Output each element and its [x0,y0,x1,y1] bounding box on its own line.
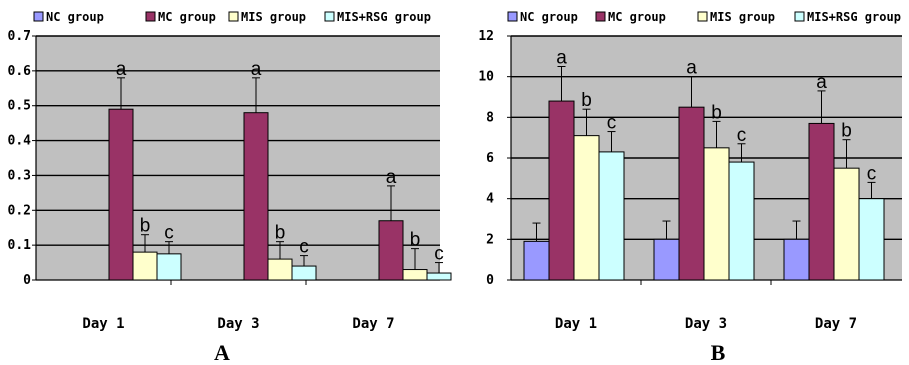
significance-label: b [711,102,722,123]
legend-swatch [324,11,335,22]
legend-label: MC group [158,10,216,24]
x-tick-label: Day 7 [352,316,394,332]
legend-label: MIS+RSG group [337,10,431,24]
bar [833,167,860,281]
significance-label: b [275,223,286,244]
bar [243,112,269,281]
bar [523,240,550,281]
bar [291,265,317,281]
legend-label: MIS+RSG group [807,10,901,24]
bar [703,147,730,281]
significance-label: c [607,113,617,134]
bar [132,251,158,281]
legend-label: MIS group [241,10,306,24]
bar [783,238,810,281]
x-tick-label: Day 1 [555,316,597,332]
y-tick-label: 0.5 [8,99,31,114]
bar [402,269,428,281]
y-tick-label: 0.3 [8,168,31,183]
significance-label: c [737,125,747,146]
significance-label: a [116,59,127,80]
y-tick-label: 8 [486,110,494,125]
y-tick-label: 0.1 [8,238,32,253]
significance-label: c [434,244,444,265]
chart-panel-a: 0 0.1 0.2 0.3 0.4 0.5 0.6 0.7 Day 1 Day 3 Day 7 a a a… [8,10,452,332]
y-tick-label: 0.4 [8,134,32,149]
y-tick-label: 4 [486,192,494,207]
y-tick-label: 0.7 [8,29,31,44]
bar [678,106,705,281]
bar [653,238,680,281]
significance-label: a [686,58,697,79]
x-tick-label: Day 3 [217,316,259,332]
y-tick-label: 0.6 [8,64,32,79]
significance-label: b [410,230,421,251]
bar [156,253,182,281]
legend-swatch [145,11,156,22]
bar [598,151,625,281]
y-tick-label: 6 [486,151,494,166]
bar [808,122,835,281]
significance-label: b [581,90,592,111]
bar [548,100,575,281]
significance-label: a [251,59,262,80]
y-tick-label: 0.2 [8,203,31,218]
significance-label: a [556,48,567,69]
y-tick-label: 0 [23,273,31,288]
legend-swatch [33,11,44,22]
legend-swatch [794,11,805,22]
legend-label: NC group [46,10,104,24]
legend-label: MC group [608,10,666,24]
significance-label: a [386,167,397,188]
legend-label: NC group [520,10,578,24]
plot-area [36,36,440,280]
significance-label: b [140,216,151,237]
x-tick-label: Day 7 [815,316,857,332]
bar [378,220,404,281]
x-tick-label: Day 3 [685,316,727,332]
significance-label: c [299,237,309,258]
bar [858,198,885,281]
y-tick-label: 0 [486,273,494,288]
legend-label: MIS group [710,10,775,24]
y-tick-label: 12 [478,29,494,44]
bar [426,272,452,281]
legend-swatch [507,11,518,22]
significance-label: c [164,223,174,244]
panel-label-b: B [711,340,726,365]
x-tick-label: Day 1 [82,316,124,332]
legend-swatch [228,11,239,22]
significance-label: a [816,72,827,93]
bar [267,258,293,281]
significance-label: c [867,163,877,184]
y-tick-label: 10 [478,70,494,85]
panel-label-a: A [214,340,230,365]
legend-swatch [595,11,606,22]
bar [108,108,134,281]
legend-swatch [697,11,708,22]
significance-label: b [841,121,852,142]
y-tick-label: 2 [486,232,494,247]
bar [573,135,600,281]
bar [728,161,755,281]
